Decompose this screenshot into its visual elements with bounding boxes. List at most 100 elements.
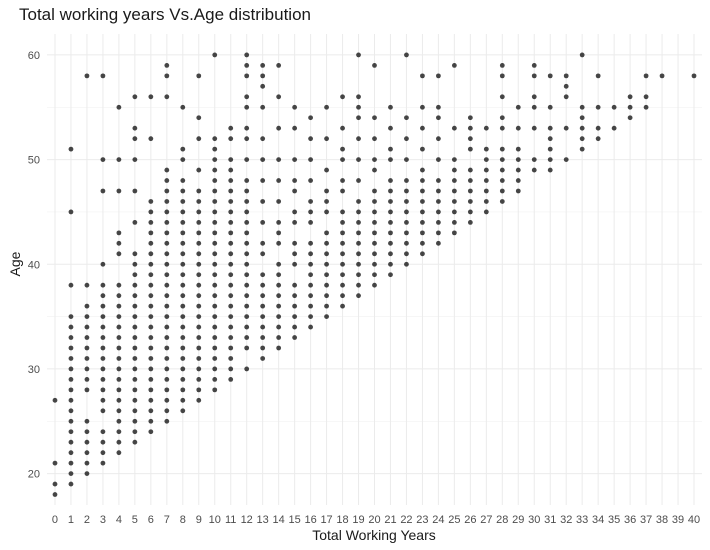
x-tick-label: 2 <box>84 514 90 526</box>
data-point <box>180 345 186 351</box>
data-point <box>691 73 697 79</box>
data-point <box>356 220 361 225</box>
x-tick-label: 9 <box>196 514 202 526</box>
data-point <box>563 157 569 163</box>
data-point <box>499 94 505 100</box>
x-axis-label: Total Working Years <box>312 527 435 543</box>
data-point <box>84 282 90 288</box>
data-point <box>164 282 170 288</box>
data-point <box>228 293 234 299</box>
data-point <box>100 429 106 435</box>
data-point <box>340 220 345 225</box>
data-point <box>164 366 170 372</box>
data-point <box>164 63 170 68</box>
data-point <box>164 408 170 414</box>
data-point <box>116 345 122 351</box>
x-tick-label: 39 <box>672 514 684 526</box>
data-point <box>68 471 74 476</box>
data-point <box>404 199 409 204</box>
data-point <box>515 125 521 131</box>
data-point <box>132 366 138 372</box>
data-point <box>212 366 218 372</box>
data-point <box>531 157 537 163</box>
data-point <box>420 125 425 131</box>
data-point <box>132 303 138 309</box>
data-point <box>68 314 74 319</box>
data-point <box>260 240 266 246</box>
data-point <box>244 125 250 131</box>
data-point <box>436 188 441 194</box>
data-point <box>164 261 170 267</box>
data-point <box>483 199 489 204</box>
data-point <box>212 282 218 288</box>
data-point <box>515 188 521 194</box>
data-point <box>308 303 313 309</box>
data-point <box>212 261 218 267</box>
data-point <box>372 199 377 204</box>
data-point <box>292 282 298 288</box>
data-point <box>228 272 234 278</box>
data-point <box>244 220 250 225</box>
data-point <box>228 220 234 225</box>
data-point <box>68 418 74 424</box>
data-point <box>132 220 138 225</box>
data-point <box>196 282 202 288</box>
data-point <box>196 199 202 204</box>
data-point <box>436 136 441 142</box>
data-point <box>436 115 441 121</box>
data-point <box>212 387 218 393</box>
data-point <box>340 209 345 215</box>
data-point <box>308 178 313 183</box>
data-point <box>244 366 250 372</box>
data-point <box>196 345 202 351</box>
data-point <box>340 293 345 299</box>
data-point <box>467 115 473 121</box>
data-point <box>100 157 106 163</box>
x-tick-label: 12 <box>241 514 253 526</box>
data-point <box>164 345 170 351</box>
data-point <box>148 240 154 246</box>
data-point <box>148 136 154 142</box>
x-tick-label: 23 <box>416 514 428 526</box>
data-point <box>420 220 425 225</box>
data-point <box>116 429 122 435</box>
data-point <box>164 303 170 309</box>
data-point <box>276 303 282 309</box>
data-point <box>228 324 234 330</box>
data-point <box>308 324 313 330</box>
data-point <box>164 240 170 246</box>
x-tick-label: 18 <box>336 514 348 526</box>
data-point <box>340 251 345 257</box>
data-point <box>148 408 154 414</box>
data-point <box>563 94 569 100</box>
x-tick-label: 17 <box>320 514 332 526</box>
data-point <box>132 282 138 288</box>
data-point <box>404 136 409 142</box>
data-point <box>244 272 250 278</box>
data-point <box>260 83 266 89</box>
y-tick-label: 60 <box>28 50 40 62</box>
data-point <box>595 73 601 79</box>
y-tick-label: 20 <box>28 469 40 481</box>
y-tick-label: 50 <box>28 155 40 167</box>
x-tick-label: 8 <box>180 514 186 526</box>
data-point <box>531 104 537 110</box>
data-point <box>180 272 186 278</box>
data-point <box>276 261 282 267</box>
data-point <box>148 335 154 340</box>
data-point <box>531 125 537 131</box>
data-point <box>68 282 74 288</box>
data-point <box>180 314 186 319</box>
data-point <box>196 230 202 236</box>
data-point <box>404 220 409 225</box>
data-point <box>164 209 170 215</box>
data-point <box>260 324 266 330</box>
data-point <box>547 146 553 152</box>
data-point <box>212 251 218 257</box>
data-point <box>196 136 202 142</box>
data-point <box>244 73 250 79</box>
data-point <box>324 199 329 204</box>
data-point <box>451 188 457 194</box>
data-point <box>324 282 329 288</box>
data-point <box>292 157 298 163</box>
